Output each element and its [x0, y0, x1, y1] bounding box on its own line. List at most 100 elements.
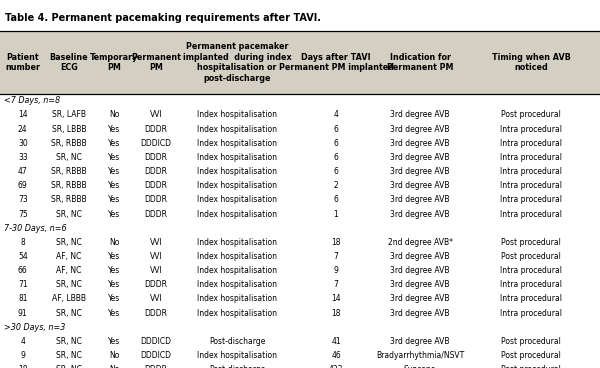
Text: 4: 4 — [20, 337, 25, 346]
Text: 69: 69 — [18, 181, 28, 190]
Text: Intra procedural: Intra procedural — [500, 294, 562, 303]
Text: DDDICD: DDDICD — [140, 351, 172, 360]
Text: Index hospitalisation: Index hospitalisation — [197, 195, 277, 204]
Bar — [0, 31, 600, 94]
Text: No: No — [109, 238, 119, 247]
Text: SR, NC: SR, NC — [56, 351, 82, 360]
Text: SR, RBBB: SR, RBBB — [51, 181, 87, 190]
Text: Yes: Yes — [108, 181, 120, 190]
Text: 3rd degree AVB: 3rd degree AVB — [390, 337, 450, 346]
Text: Post procedural: Post procedural — [501, 252, 561, 261]
Text: Yes: Yes — [108, 195, 120, 204]
Text: Intra procedural: Intra procedural — [500, 153, 562, 162]
Text: SR, RBBB: SR, RBBB — [51, 195, 87, 204]
Text: SR, RBBB: SR, RBBB — [51, 139, 87, 148]
Text: SR, NC: SR, NC — [56, 365, 82, 368]
Text: DDDR: DDDR — [145, 181, 167, 190]
Text: 54: 54 — [18, 252, 28, 261]
Text: Post procedural: Post procedural — [501, 351, 561, 360]
Text: DDDICD: DDDICD — [140, 139, 172, 148]
Text: Bradyarrhythmia/NSVT: Bradyarrhythmia/NSVT — [376, 351, 464, 360]
Text: Index hospitalisation: Index hospitalisation — [197, 110, 277, 119]
Text: Patient
number: Patient number — [5, 53, 40, 72]
Text: 1: 1 — [334, 210, 338, 219]
Text: Intra procedural: Intra procedural — [500, 266, 562, 275]
Text: 46: 46 — [331, 351, 341, 360]
Text: VVI: VVI — [149, 238, 163, 247]
Text: 3rd degree AVB: 3rd degree AVB — [390, 252, 450, 261]
Text: 24: 24 — [18, 125, 28, 134]
Text: Index hospitalisation: Index hospitalisation — [197, 153, 277, 162]
Text: Index hospitalisation: Index hospitalisation — [197, 309, 277, 318]
Text: Post procedural: Post procedural — [501, 238, 561, 247]
Text: AF, NC: AF, NC — [56, 266, 82, 275]
Text: Intra procedural: Intra procedural — [500, 181, 562, 190]
Text: 3rd degree AVB: 3rd degree AVB — [390, 110, 450, 119]
Text: Index hospitalisation: Index hospitalisation — [197, 167, 277, 176]
Text: 3rd degree AVB: 3rd degree AVB — [390, 125, 450, 134]
Text: Index hospitalisation: Index hospitalisation — [197, 238, 277, 247]
Text: 66: 66 — [18, 266, 28, 275]
Text: 41: 41 — [331, 337, 341, 346]
Text: 30: 30 — [18, 139, 28, 148]
Text: No: No — [109, 110, 119, 119]
Text: >30 Days, n=3: >30 Days, n=3 — [4, 323, 65, 332]
Text: Permanent pacemaker
implanted  during index
hospitalisation or
post-discharge: Permanent pacemaker implanted during ind… — [182, 42, 292, 83]
Text: 3rd degree AVB: 3rd degree AVB — [390, 309, 450, 318]
Text: DDDR: DDDR — [145, 280, 167, 289]
Text: 47: 47 — [18, 167, 28, 176]
Text: SR, LAFB: SR, LAFB — [52, 110, 86, 119]
Text: SR, NC: SR, NC — [56, 337, 82, 346]
Text: DDDR: DDDR — [145, 365, 167, 368]
Text: Yes: Yes — [108, 280, 120, 289]
Text: 6: 6 — [334, 195, 338, 204]
Text: Index hospitalisation: Index hospitalisation — [197, 139, 277, 148]
Text: Intra procedural: Intra procedural — [500, 139, 562, 148]
Text: 33: 33 — [18, 153, 28, 162]
Text: Intra procedural: Intra procedural — [500, 309, 562, 318]
Text: Yes: Yes — [108, 210, 120, 219]
Text: DDDR: DDDR — [145, 210, 167, 219]
Text: SR, LBBB: SR, LBBB — [52, 125, 86, 134]
Text: No: No — [109, 351, 119, 360]
Text: DDDR: DDDR — [145, 167, 167, 176]
Text: DDDICD: DDDICD — [140, 337, 172, 346]
Text: Yes: Yes — [108, 167, 120, 176]
Text: Baseline
ECG: Baseline ECG — [50, 53, 88, 72]
Text: 6: 6 — [334, 167, 338, 176]
Text: 18: 18 — [18, 365, 28, 368]
Text: Index hospitalisation: Index hospitalisation — [197, 351, 277, 360]
Text: Yes: Yes — [108, 337, 120, 346]
Text: Post-discharge: Post-discharge — [209, 337, 265, 346]
Text: 75: 75 — [18, 210, 28, 219]
Text: Temporary
PM: Temporary PM — [90, 53, 138, 72]
Text: AF, NC: AF, NC — [56, 252, 82, 261]
Text: 7-30 Days, n=6: 7-30 Days, n=6 — [4, 224, 66, 233]
Text: 71: 71 — [18, 280, 28, 289]
Text: 6: 6 — [334, 139, 338, 148]
Text: 6: 6 — [334, 153, 338, 162]
Text: Intra procedural: Intra procedural — [500, 125, 562, 134]
Text: 18: 18 — [331, 238, 341, 247]
Text: Timing when AVB
noticed: Timing when AVB noticed — [491, 53, 571, 72]
Text: Yes: Yes — [108, 153, 120, 162]
Text: 7: 7 — [334, 280, 338, 289]
Text: SR, RBBB: SR, RBBB — [51, 167, 87, 176]
Text: 81: 81 — [18, 294, 28, 303]
Text: Intra procedural: Intra procedural — [500, 210, 562, 219]
Text: 6: 6 — [334, 125, 338, 134]
Text: DDDR: DDDR — [145, 153, 167, 162]
Text: Post procedural: Post procedural — [501, 365, 561, 368]
Text: VVI: VVI — [149, 294, 163, 303]
Text: 8: 8 — [20, 238, 25, 247]
Text: DDDR: DDDR — [145, 309, 167, 318]
Text: SR, NC: SR, NC — [56, 280, 82, 289]
Text: 4: 4 — [334, 110, 338, 119]
Text: Yes: Yes — [108, 125, 120, 134]
Text: VVI: VVI — [149, 252, 163, 261]
Text: Yes: Yes — [108, 294, 120, 303]
Text: AF, LBBB: AF, LBBB — [52, 294, 86, 303]
Text: Intra procedural: Intra procedural — [500, 280, 562, 289]
Text: 3rd degree AVB: 3rd degree AVB — [390, 195, 450, 204]
Text: SR, NC: SR, NC — [56, 309, 82, 318]
